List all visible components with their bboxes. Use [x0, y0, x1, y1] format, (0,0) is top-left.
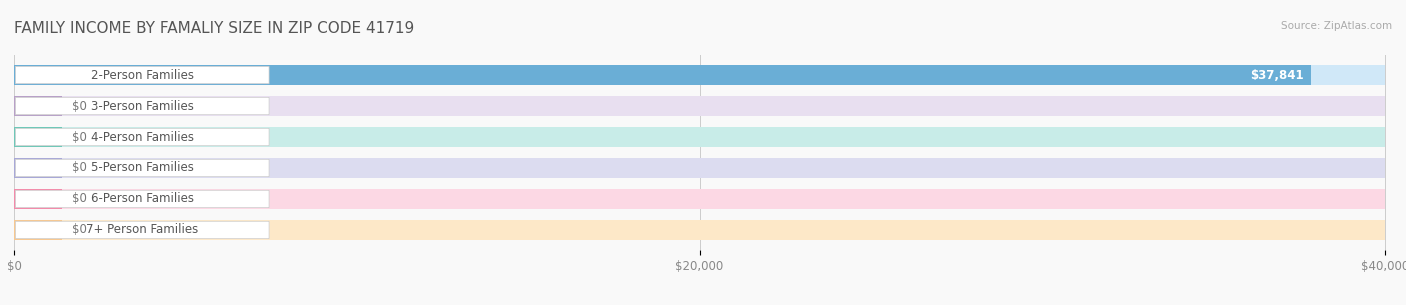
Text: FAMILY INCOME BY FAMALIY SIZE IN ZIP CODE 41719: FAMILY INCOME BY FAMALIY SIZE IN ZIP COD… [14, 21, 415, 36]
FancyBboxPatch shape [15, 66, 269, 84]
Text: 6-Person Families: 6-Person Families [91, 192, 194, 206]
Bar [14, 66, 1310, 85]
FancyBboxPatch shape [15, 190, 269, 208]
Bar [14, 127, 1385, 147]
Bar [14, 127, 62, 147]
Bar [14, 220, 1385, 239]
Text: 2-Person Families: 2-Person Families [91, 69, 194, 81]
Text: 3-Person Families: 3-Person Families [91, 99, 194, 113]
Bar [14, 96, 62, 116]
Text: 4-Person Families: 4-Person Families [91, 131, 194, 144]
Text: $0: $0 [72, 192, 87, 206]
Text: 7+ Person Families: 7+ Person Families [86, 224, 198, 236]
FancyBboxPatch shape [15, 128, 269, 146]
Bar [14, 96, 1385, 116]
Text: $0: $0 [72, 224, 87, 236]
Bar [14, 66, 1385, 85]
Text: $0: $0 [72, 99, 87, 113]
Bar [14, 158, 62, 178]
Bar [14, 189, 1385, 209]
Text: Source: ZipAtlas.com: Source: ZipAtlas.com [1281, 21, 1392, 31]
FancyBboxPatch shape [15, 97, 269, 115]
FancyBboxPatch shape [15, 159, 269, 177]
Text: $0: $0 [72, 161, 87, 174]
Text: $0: $0 [72, 131, 87, 144]
Bar [14, 189, 62, 209]
Bar [14, 158, 1385, 178]
FancyBboxPatch shape [15, 221, 269, 239]
Bar [14, 220, 62, 239]
Text: 5-Person Families: 5-Person Families [91, 161, 194, 174]
Text: $37,841: $37,841 [1250, 69, 1305, 81]
